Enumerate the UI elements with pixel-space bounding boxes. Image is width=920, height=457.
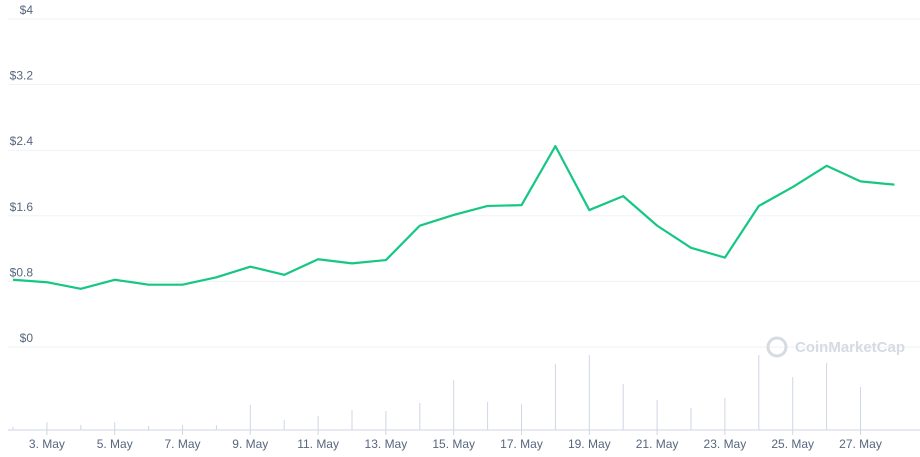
x-tick-label: 11. May [297,437,339,451]
y-tick-label: $0 [20,331,34,345]
x-tick-label: 17. May [500,437,543,451]
x-tick-label: 19. May [568,437,611,451]
watermark-text: CoinMarketCap [795,339,905,356]
x-tick-label: 13. May [365,437,408,451]
logo [766,336,788,358]
x-tick-label: 7. May [164,437,200,451]
x-tick-label: 23. May [704,437,747,451]
x-tick-label: 5. May [97,437,133,451]
x-tick-label: 25. May [771,437,814,451]
watermark: CoinMarketCap [766,336,905,358]
x-tick-label: 3. May [29,437,65,451]
y-tick-label: $4 [20,3,34,17]
price-line [12,145,895,290]
x-tick-label: 27. May [839,437,882,451]
x-tick-label: 15. May [432,437,475,451]
y-tick-label: $0.8 [10,265,34,279]
plot: $0 $0.8 $1.6 $2.4 $3.2 $4 3. May 5. May 7. May 9.… [8,3,920,451]
y-tick-label: $2.4 [10,134,34,148]
x-tick-label: 9. May [232,437,268,451]
y-tick-label: $1.6 [10,200,34,214]
y-tick-label: $3.2 [10,69,34,83]
x-tick-label: 21. May [636,437,679,451]
